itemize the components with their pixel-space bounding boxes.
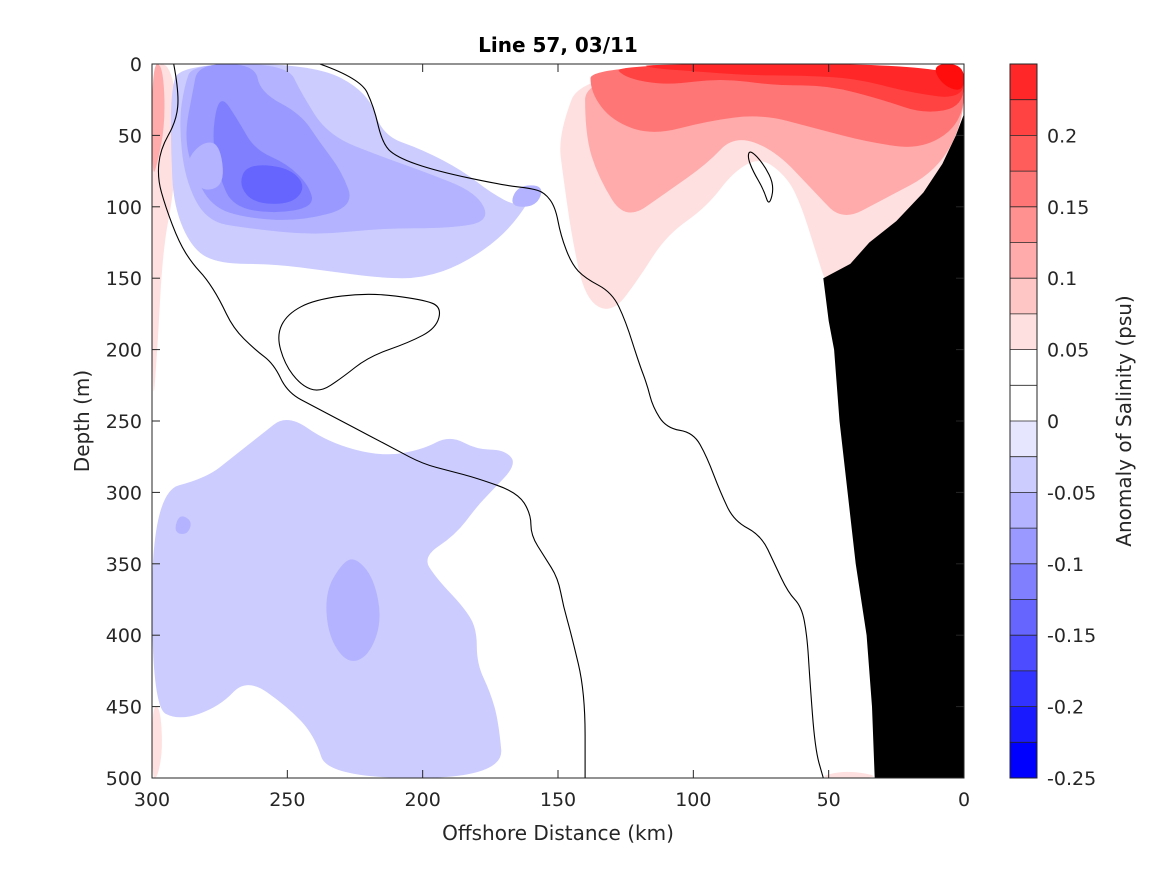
x-axis-ticks: 300 250 200 150 100 50 0: [134, 64, 970, 811]
colorbar-cell: [1010, 670, 1037, 707]
plot-area: 300 250 200 150 100 50 0 050100150200250300350…: [106, 54, 970, 811]
y-tick-label: 500: [106, 768, 142, 790]
y-tick-label: 400: [106, 625, 142, 647]
colorbar-tick-label: -0.25: [1047, 768, 1096, 790]
colorbar-cell: [1010, 706, 1037, 743]
zero-contour-0: [157, 64, 586, 778]
colorbar-cell: [1010, 278, 1037, 314]
colorbar-cell: [1010, 456, 1037, 493]
y-tick-label: 300: [106, 482, 142, 504]
y-tick-label: 50: [118, 125, 142, 147]
colorbar-cell: [1010, 563, 1037, 600]
zero-contour-lines: [157, 64, 882, 778]
colorbar-cell: [1010, 99, 1037, 136]
y-tick-label: 200: [106, 340, 142, 362]
contour-region-12: [241, 165, 303, 204]
colorbar-cell: [1010, 599, 1037, 636]
colorbar-cell: [1010, 742, 1037, 778]
y-tick-label: 250: [106, 411, 142, 433]
x-tick-label: 50: [817, 789, 841, 811]
y-tick-label: 0: [130, 54, 142, 76]
contour-region-20: [824, 771, 874, 778]
colorbar-tick-label: 0: [1047, 411, 1059, 433]
colorbar-tick-label: 0.1: [1047, 268, 1077, 290]
colorbar-cell: [1010, 206, 1037, 243]
contour-fills: [152, 64, 964, 778]
chart-title: Line 57, 03/11: [478, 33, 638, 57]
zero-contour-1: [319, 64, 824, 778]
contour-region-17: [175, 516, 191, 535]
colorbar-cell: [1010, 385, 1037, 421]
contour-region-7: [152, 64, 165, 172]
seafloor-polygon: [823, 114, 964, 778]
colorbar-tick-label: 0.05: [1047, 340, 1089, 362]
zero-contour-3: [747, 151, 774, 203]
x-tick-label: 300: [134, 789, 170, 811]
colorbar-tick-label: -0.2: [1047, 697, 1084, 719]
colorbar-tick-label: -0.1: [1047, 554, 1084, 576]
contour-region-5: [935, 64, 964, 90]
x-tick-label: 200: [405, 789, 441, 811]
y-tick-label: 450: [106, 697, 142, 719]
contour-region-18: [326, 559, 380, 661]
y-tick-label: 150: [106, 268, 142, 290]
x-tick-label: 100: [675, 789, 711, 811]
contour-region-4: [645, 64, 964, 97]
colorbar-cell: [1010, 421, 1037, 457]
colorbar: -0.25 -0.2 -0.15 -0.1 -0.05 0 0.05 0.1 0.15 0.2 A…: [1009, 63, 1136, 790]
colorbar-cell: [1010, 528, 1037, 564]
y-axis-ticks: 0 50 100 150 200 250 300 350 400 450 500: [106, 54, 964, 790]
colorbar-cell: [1010, 349, 1037, 386]
colorbar-tick-label: -0.15: [1047, 625, 1096, 647]
contour-region-13: [188, 142, 223, 190]
y-axis-label: Depth (m): [70, 370, 94, 472]
y-tick-label: 350: [106, 554, 142, 576]
contour-region-14: [446, 199, 481, 220]
y-tick-label: 100: [106, 197, 142, 219]
colorbar-cell: [1010, 242, 1037, 279]
x-tick-label: 250: [269, 789, 305, 811]
x-tick-label: 0: [958, 789, 970, 811]
colorbar-tick-label: -0.05: [1047, 482, 1096, 504]
colorbar-cell: [1010, 492, 1037, 529]
x-axis-label: Offshore Distance (km): [442, 821, 674, 845]
colorbar-cell: [1010, 171, 1037, 207]
x-tick-label: 150: [540, 789, 576, 811]
seafloor-mask: [823, 114, 964, 778]
colorbar-tick-label: 0.15: [1047, 197, 1089, 219]
colorbar-cells: [1010, 64, 1037, 778]
colorbar-cell: [1010, 635, 1037, 671]
contour-region-19: [152, 706, 162, 778]
colorbar-label: Anomaly of Salinity (psu): [1112, 295, 1136, 546]
colorbar-cell: [1010, 313, 1037, 350]
contour-region-15: [512, 185, 542, 207]
zero-contour-2: [278, 293, 441, 391]
colorbar-ticks: -0.25 -0.2 -0.15 -0.1 -0.05 0 0.05 0.1 0.15 0.2: [1010, 63, 1096, 790]
colorbar-cell: [1010, 64, 1037, 100]
colorbar-cell: [1010, 135, 1037, 172]
colorbar-tick-label: 0.2: [1047, 125, 1077, 147]
